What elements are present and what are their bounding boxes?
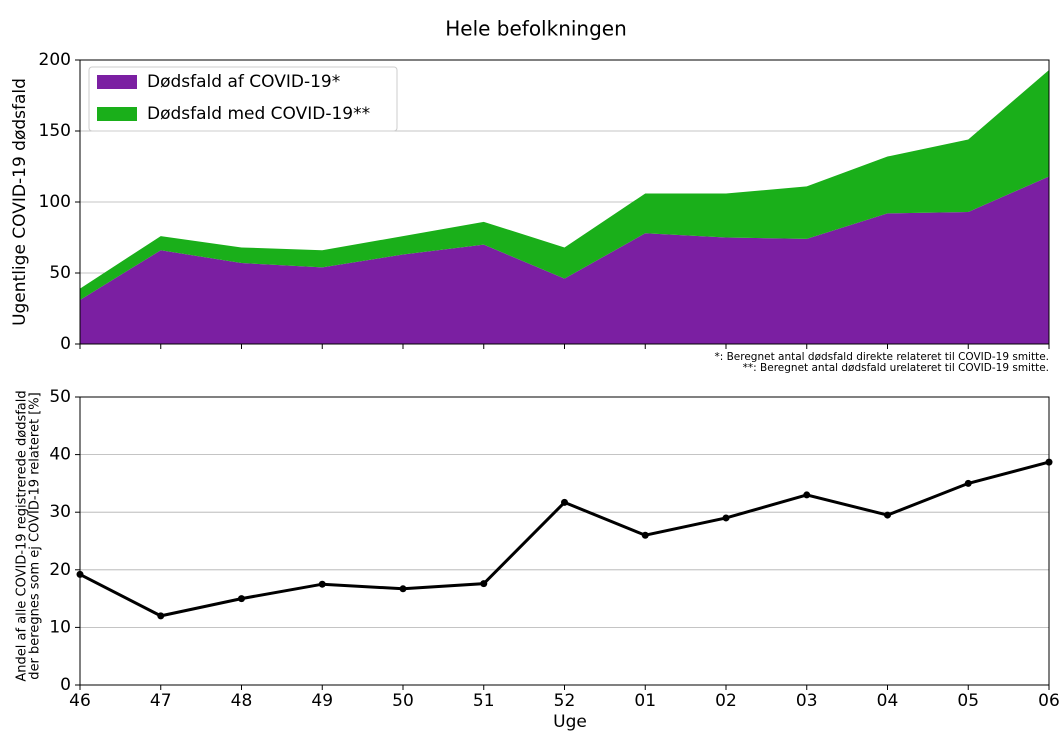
legend-label: Dødsfald med COVID-19** — [147, 104, 370, 124]
footnote: **: Beregnet antal dødsfald urelateret t… — [743, 362, 1049, 374]
y-axis-label: Andel af alle COVID-19 registrerede døds… — [15, 390, 30, 681]
point — [641, 531, 649, 539]
x-tick-label: 02 — [715, 691, 737, 711]
legend-swatch — [97, 107, 137, 121]
y-tick-label: 30 — [49, 502, 71, 522]
chart-title: Hele befolkningen — [445, 17, 627, 41]
y-tick-label: 50 — [49, 263, 71, 283]
y-tick-label: 20 — [49, 560, 71, 580]
y-tick-label: 10 — [49, 617, 71, 637]
x-tick-label: 49 — [311, 691, 333, 711]
point — [480, 580, 488, 588]
x-tick-label: 03 — [796, 691, 818, 711]
footnote: *: Beregnet antal dødsfald direkte relat… — [714, 351, 1049, 363]
x-tick-label: 06 — [1038, 691, 1060, 711]
plot-frame — [79, 59, 1050, 345]
y-tick-label: 0 — [60, 675, 71, 695]
point — [964, 479, 972, 487]
x-axis-label: Uge — [553, 712, 587, 732]
legend-box — [88, 66, 398, 132]
point — [884, 511, 891, 519]
area — [80, 69, 1049, 300]
x-tick-label: 01 — [634, 691, 656, 711]
point — [157, 612, 165, 620]
point — [803, 491, 811, 499]
x-tick-label: 04 — [877, 691, 899, 711]
point — [399, 585, 407, 593]
y-tick-label: 150 — [39, 121, 71, 141]
y-tick-label: 200 — [39, 50, 71, 70]
point — [318, 580, 326, 588]
point — [561, 498, 568, 506]
y-axis-label: Ugentlige COVID-19 dødsfald — [10, 78, 30, 326]
area — [80, 176, 1049, 344]
y-tick-label: 50 — [49, 387, 71, 407]
x-tick-label: 48 — [231, 691, 253, 711]
x-tick-label: 46 — [69, 691, 91, 711]
point — [238, 595, 245, 603]
x-tick-label: 52 — [554, 691, 576, 711]
legend-label: Dødsfald af COVID-19* — [147, 72, 340, 92]
plot-frame — [79, 396, 1050, 686]
x-tick-label: 47 — [150, 691, 172, 711]
x-tick-label: 51 — [473, 691, 495, 711]
y-tick-label: 40 — [49, 445, 71, 465]
line — [79, 460, 1050, 618]
x-tick-label: 05 — [957, 691, 979, 711]
point — [722, 514, 730, 522]
x-tick-label: 50 — [392, 691, 414, 711]
y-tick-label: 100 — [39, 192, 71, 212]
y-axis-label: der beregnes som ej COVID-19 relateret [… — [28, 392, 43, 679]
legend-swatch — [97, 75, 137, 89]
y-tick-label: 0 — [60, 334, 71, 354]
